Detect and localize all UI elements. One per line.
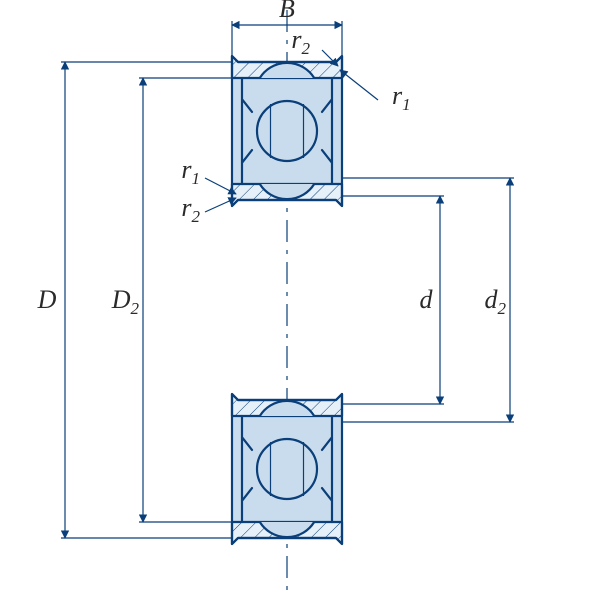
label-d: d <box>420 285 434 314</box>
label-D2: D2 <box>111 285 140 318</box>
label-B: B <box>279 0 295 23</box>
label-r1-outer: r1 <box>392 81 411 114</box>
label-d2: d2 <box>485 285 507 318</box>
bearing-section <box>232 394 342 544</box>
label-D: D <box>37 285 57 314</box>
leader-r1-outer <box>340 70 378 100</box>
label-r1-inner: r1 <box>181 155 200 188</box>
label-r2-inner: r2 <box>181 193 200 226</box>
label-r2-outer: r2 <box>291 25 310 58</box>
bearing-section <box>232 56 342 206</box>
